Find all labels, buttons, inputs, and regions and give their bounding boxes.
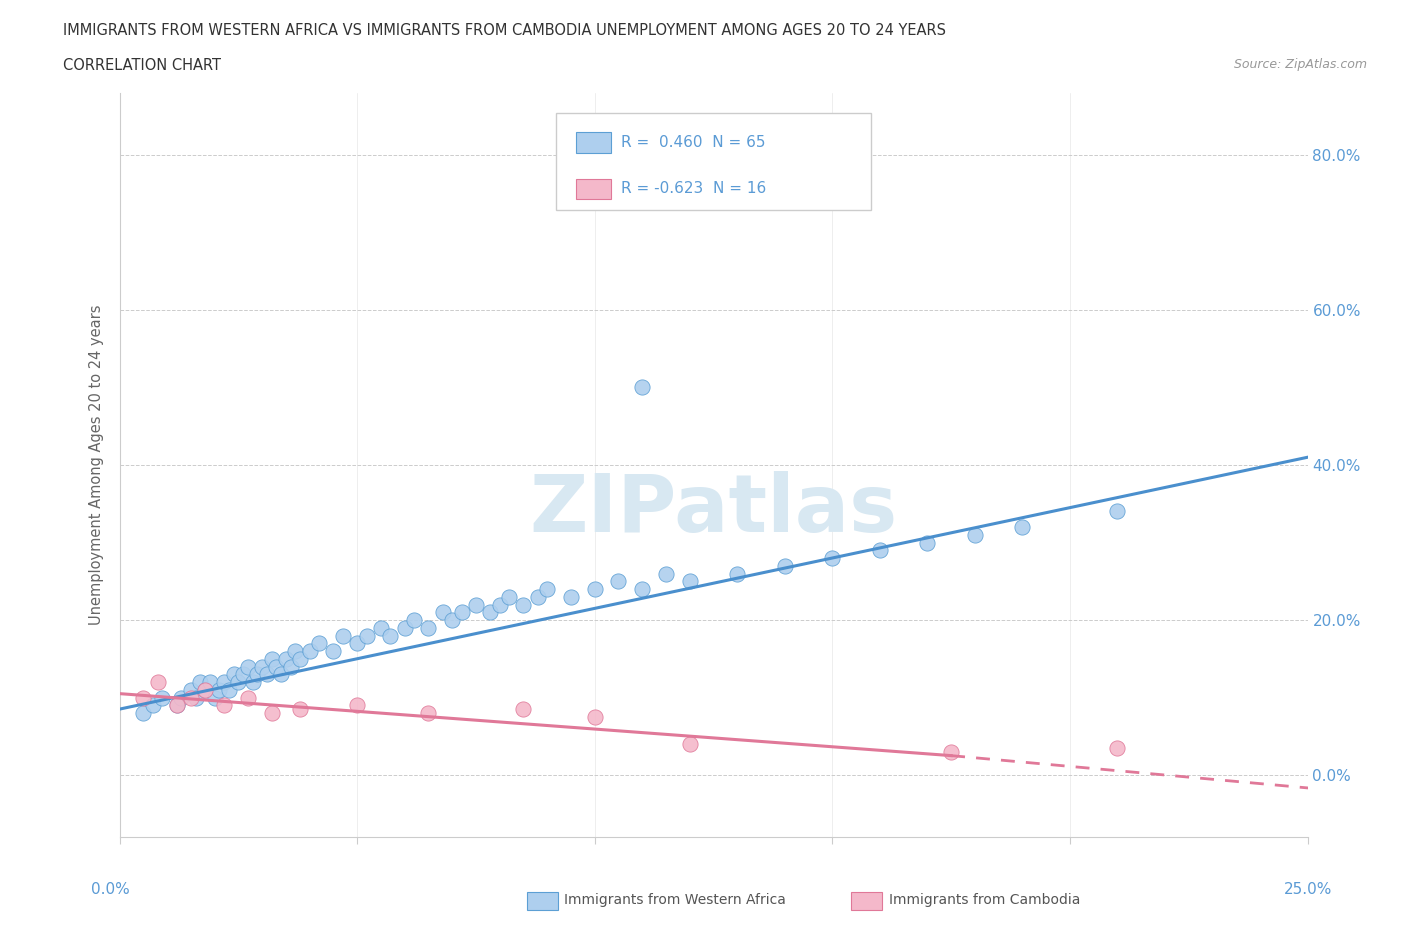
- Point: [208, 683, 231, 698]
- Point: [146, 674, 169, 689]
- Point: [917, 535, 939, 550]
- Point: [479, 604, 502, 619]
- Point: [512, 597, 534, 612]
- Point: [418, 706, 440, 721]
- Point: [194, 683, 217, 698]
- Point: [184, 690, 207, 705]
- Point: [274, 651, 297, 666]
- Point: [631, 581, 654, 596]
- Point: [346, 636, 368, 651]
- Point: [142, 698, 165, 712]
- Point: [180, 690, 202, 705]
- Text: 25.0%: 25.0%: [1284, 882, 1331, 897]
- Point: [346, 698, 368, 712]
- Point: [370, 620, 392, 635]
- Point: [322, 644, 344, 658]
- Text: IMMIGRANTS FROM WESTERN AFRICA VS IMMIGRANTS FROM CAMBODIA UNEMPLOYMENT AMONG AG: IMMIGRANTS FROM WESTERN AFRICA VS IMMIGR…: [63, 23, 946, 38]
- Point: [679, 574, 702, 589]
- Point: [204, 690, 226, 705]
- Point: [498, 590, 520, 604]
- Point: [150, 690, 173, 705]
- Text: ZIPatlas: ZIPatlas: [530, 471, 897, 549]
- Point: [260, 706, 283, 721]
- Text: CORRELATION CHART: CORRELATION CHART: [63, 58, 221, 73]
- Point: [194, 683, 217, 698]
- Point: [488, 597, 510, 612]
- Point: [250, 659, 273, 674]
- Point: [284, 644, 307, 658]
- Point: [232, 667, 254, 682]
- Point: [132, 690, 155, 705]
- Point: [773, 558, 796, 573]
- Point: [464, 597, 488, 612]
- Point: [212, 674, 235, 689]
- Text: Source: ZipAtlas.com: Source: ZipAtlas.com: [1233, 58, 1367, 71]
- Point: [218, 683, 240, 698]
- Point: [180, 683, 202, 698]
- Point: [1107, 740, 1129, 755]
- Point: [228, 674, 250, 689]
- Point: [1011, 520, 1033, 535]
- Point: [280, 659, 302, 674]
- Point: [607, 574, 630, 589]
- Text: 0.0%: 0.0%: [90, 882, 129, 897]
- Point: [256, 667, 278, 682]
- Point: [298, 644, 321, 658]
- Point: [288, 651, 311, 666]
- Point: [821, 551, 844, 565]
- Point: [166, 698, 188, 712]
- Point: [939, 744, 962, 759]
- Point: [631, 380, 654, 395]
- Point: [198, 674, 221, 689]
- Point: [394, 620, 416, 635]
- Point: [270, 667, 292, 682]
- Point: [404, 613, 426, 628]
- Point: [308, 636, 330, 651]
- Point: [236, 659, 259, 674]
- Text: R =  0.460  N = 65: R = 0.460 N = 65: [621, 135, 765, 150]
- Point: [132, 706, 155, 721]
- Y-axis label: Unemployment Among Ages 20 to 24 years: Unemployment Among Ages 20 to 24 years: [89, 305, 104, 625]
- Point: [450, 604, 472, 619]
- Point: [166, 698, 188, 712]
- Point: [432, 604, 454, 619]
- Point: [583, 581, 606, 596]
- Point: [266, 659, 288, 674]
- Point: [236, 690, 259, 705]
- Point: [380, 628, 402, 643]
- Point: [725, 566, 748, 581]
- Point: [1107, 504, 1129, 519]
- Point: [418, 620, 440, 635]
- Point: [170, 690, 193, 705]
- Point: [963, 527, 986, 542]
- Point: [560, 590, 582, 604]
- Point: [246, 667, 269, 682]
- Point: [655, 566, 678, 581]
- Point: [536, 581, 558, 596]
- Point: [356, 628, 378, 643]
- Point: [869, 543, 891, 558]
- Point: [212, 698, 235, 712]
- Point: [441, 613, 464, 628]
- Point: [583, 710, 606, 724]
- Point: [288, 702, 311, 717]
- Point: [260, 651, 283, 666]
- Point: [512, 702, 534, 717]
- Text: Immigrants from Cambodia: Immigrants from Cambodia: [889, 893, 1080, 908]
- Point: [526, 590, 548, 604]
- Text: Immigrants from Western Africa: Immigrants from Western Africa: [564, 893, 786, 908]
- Point: [188, 674, 211, 689]
- Point: [332, 628, 354, 643]
- Point: [242, 674, 264, 689]
- Point: [222, 667, 245, 682]
- Text: R = -0.623  N = 16: R = -0.623 N = 16: [621, 181, 766, 196]
- Point: [679, 737, 702, 751]
